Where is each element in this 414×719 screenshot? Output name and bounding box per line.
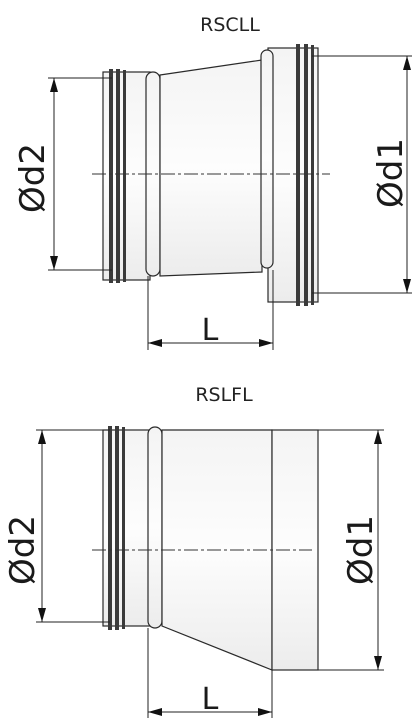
small-end-coupling [102,426,163,630]
d2-label: Ød2 [13,143,53,213]
small-end-coupling [102,69,161,283]
d1-label: Ød1 [371,138,411,208]
dimension-d1: Ød1 [312,55,412,294]
figure-rslfl: RSLFL Ød2 [3,384,384,718]
dimension-length: L [147,270,274,350]
figure-title: RSCLL [200,14,260,36]
large-end-coupling [260,44,319,306]
conical-body [159,59,263,277]
length-label: L [202,682,219,717]
d1-label: Ød1 [341,515,381,585]
dimension-d1: Ød1 [318,429,384,671]
dimension-length: L [147,628,273,718]
figure-title: RSLFL [195,384,253,406]
dimension-d2: Ød2 [13,77,112,271]
d2-label: Ød2 [3,515,43,585]
dimension-d2: Ød2 [3,429,110,623]
length-label: L [202,313,219,348]
figure-rscll: RSCLL Ød2 [13,14,412,350]
